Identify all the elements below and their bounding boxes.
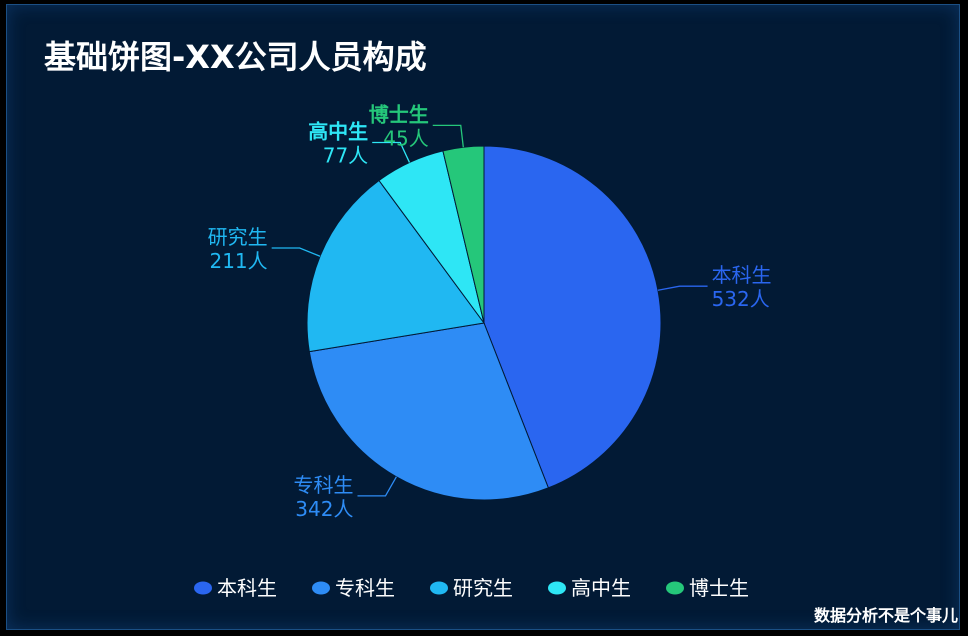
- legend-item-3[interactable]: 研究生: [430, 576, 513, 600]
- leader-line-5: [432, 124, 464, 148]
- slice-label-name-3: 研究生: [208, 225, 268, 249]
- legend-label-2: 专科生: [335, 576, 395, 600]
- slice-label-name-5: 博士生: [369, 102, 429, 126]
- legend-marker-4: [548, 581, 566, 595]
- slice-label-value-1: 532人: [712, 287, 770, 311]
- legend-item-5[interactable]: 博士生: [666, 576, 749, 600]
- watermark-text: 数据分析不是个事儿: [813, 606, 958, 625]
- legend-marker-2: [312, 581, 330, 595]
- legend-label-1: 本科生: [217, 576, 277, 600]
- legend-marker-3: [430, 581, 448, 595]
- legend-label-5: 博士生: [689, 576, 749, 600]
- chart-title: 基础饼图-XX公司人员构成: [44, 38, 427, 76]
- legend-item-4[interactable]: 高中生: [548, 576, 631, 600]
- pie-slices: [306, 145, 662, 501]
- leader-line-3: [271, 247, 321, 257]
- slice-label-name-4: 高中生: [308, 120, 368, 144]
- legend-item-2[interactable]: 专科生: [312, 576, 395, 600]
- leader-line-2: [357, 476, 397, 497]
- leader-line-4: [372, 141, 411, 163]
- slice-label-value-5: 45人: [383, 126, 428, 150]
- legend-marker-1: [194, 581, 212, 595]
- legend-label-4: 高中生: [571, 576, 631, 600]
- legend-item-1[interactable]: 本科生: [194, 576, 277, 600]
- slice-label-value-4: 77人: [323, 144, 368, 168]
- slice-label-value-3: 211人: [209, 249, 267, 273]
- pie-slice-1[interactable]: [483, 145, 662, 489]
- slice-label-name-2: 专科生: [293, 473, 353, 497]
- legend: 本科生 专科生 研究生 高中生 博士生: [194, 576, 749, 600]
- legend-label-3: 研究生: [453, 576, 513, 600]
- legend-marker-5: [666, 581, 684, 595]
- slice-label-name-1: 本科生: [712, 263, 772, 287]
- pie-slice-2[interactable]: [308, 322, 550, 501]
- slice-label-value-2: 342人: [295, 497, 353, 521]
- leader-line-1: [657, 285, 708, 291]
